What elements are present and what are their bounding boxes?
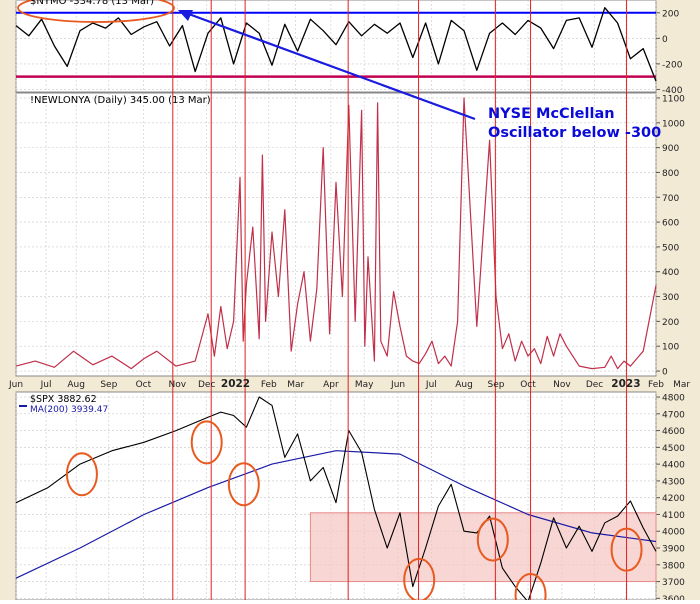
nymo-title: $NYMO -334.78 (13 Mar) [30,0,154,7]
newlows-ytick-label: 500 [662,243,679,253]
xtick-label: Jul [40,380,52,390]
ma200-line [15,450,657,579]
xtick-label: Aug [67,380,85,390]
circled-low [514,572,547,604]
spx-ytick-label: 4300 [662,477,685,487]
annotation-line1: NYSE McClellan [488,106,615,122]
circled-low [227,462,260,507]
xtick-label: Sep [100,380,117,390]
newlows-ytick-label: 1100 [662,94,685,104]
spx-ytick-label: 4400 [662,461,685,471]
newlows-ytick-label: 900 [662,144,679,154]
newlows-ytick-label: 300 [662,293,679,303]
annotation-line2: Oscillator below -300 [488,125,661,141]
xtick-label: Oct [136,380,152,390]
spx-title: $SPX 3882.62 [30,394,97,405]
circled-low [190,420,223,465]
spx-ytick-label: 3600 [662,595,685,600]
xtick-label: Sep [488,380,505,390]
xtick-label: Jul [425,380,437,390]
mcclellan-ytick-label: 200 [662,9,679,19]
spx-line [15,396,657,603]
spx-ytick-label: 3900 [662,545,685,555]
xtick-label: Dec [586,380,603,390]
mcclellan-ytick-label: -400 [662,86,683,96]
nymo-line [15,7,657,82]
newlows-ytick-label: 700 [662,194,679,204]
xtick-label: 2023 [611,378,640,390]
xtick-label: Jun [390,380,405,390]
xtick-label: Mar [673,380,690,390]
xtick-label: 2022 [221,378,250,390]
newlows-plot-area [15,92,657,377]
circled-low [610,527,643,572]
newlows-ytick-label: 0 [662,368,668,378]
annotation-arrow-head [178,10,193,21]
newlows-line [15,97,657,370]
spx-ytick-label: 4100 [662,511,685,521]
newlows-ytick-label: 100 [662,343,679,353]
circled-low [476,517,509,562]
spx-ytick-label: 4000 [662,528,685,538]
mcclellan-ytick-label: 0 [662,35,668,45]
xtick-label: May [355,380,374,390]
ma-legend: MA(200) 3939.47 [30,405,108,415]
spx-ytick-label: 4700 [662,410,685,420]
circled-low [65,452,98,497]
xtick-label: Feb [261,380,277,390]
spx-ytick-label: 4800 [662,394,685,404]
mcclellan-plot-area [15,0,657,93]
newlows-ytick-label: 600 [662,219,679,229]
xtick-label: Nov [168,380,186,390]
xtick-label: Feb [648,380,664,390]
title-value-circle [17,0,175,23]
xtick-label: Apr [323,380,339,390]
xtick-label: Aug [455,380,473,390]
newlows-ytick-label: 200 [662,318,679,328]
newlows-ytick-label: 800 [662,169,679,179]
newlows-ytick-label: 1000 [662,119,685,129]
annotation-arrow-shaft [185,11,476,121]
ma-legend-swatch [19,405,27,407]
newlows-ytick-label: 400 [662,268,679,278]
mcclellan-ytick-label: -200 [662,60,683,70]
xtick-label: Dec [198,380,215,390]
xtick-label: Mar [287,380,304,390]
spx-ytick-label: 3700 [662,578,685,588]
spx-ytick-label: 4500 [662,444,685,454]
spx-ytick-label: 4200 [662,494,685,504]
spx-ytick-label: 3800 [662,561,685,571]
newlows-title: !NEWLONYA (Daily) 345.00 (13 Mar) [30,95,211,106]
xtick-label: Jun [8,380,23,390]
xtick-label: Oct [520,380,536,390]
spx-ytick-label: 4600 [662,427,685,437]
xtick-label: Nov [553,380,571,390]
